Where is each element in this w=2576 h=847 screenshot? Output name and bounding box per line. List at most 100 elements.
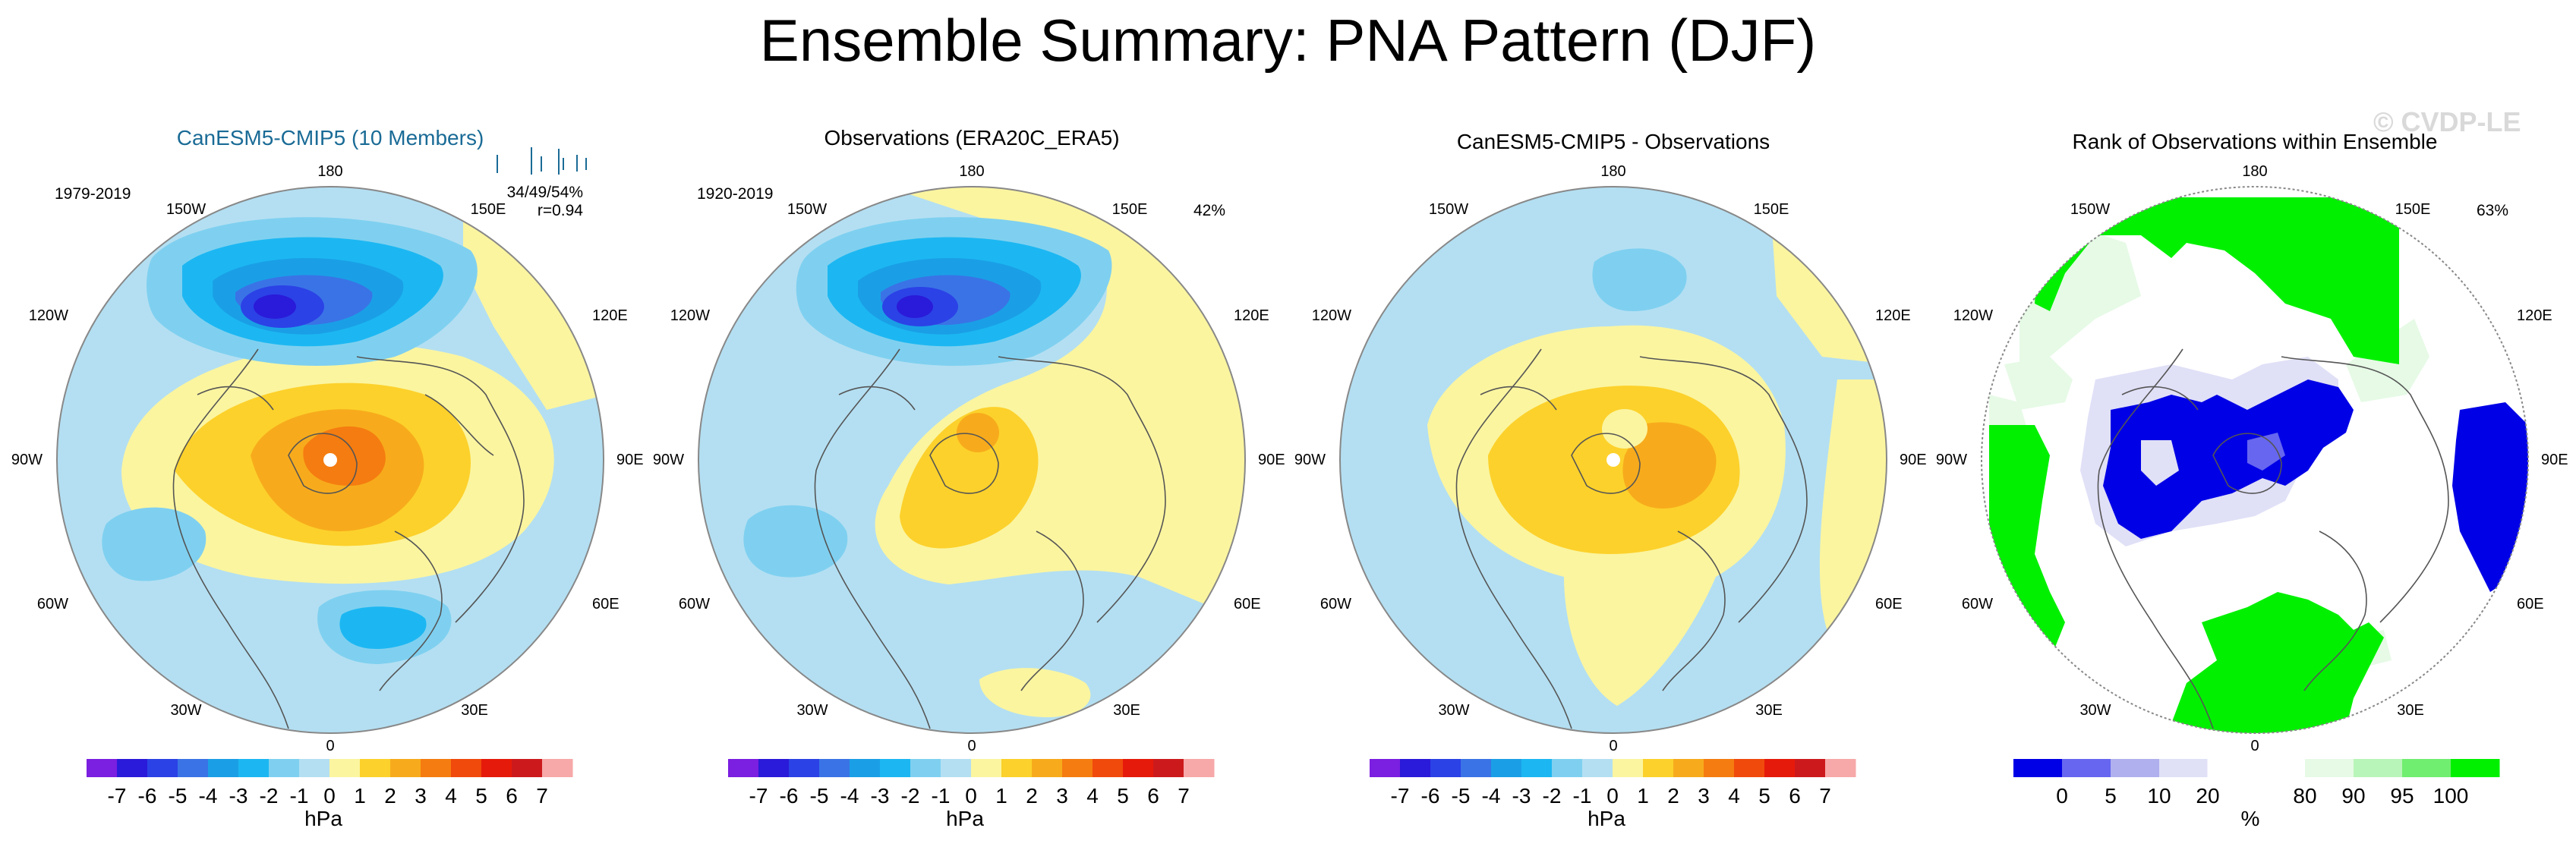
lon-label: 120E xyxy=(592,307,628,324)
colorbar-tick-label: -2 xyxy=(901,784,920,808)
colorbar-tick-label: 5 xyxy=(1758,784,1770,808)
colorbar-swatch xyxy=(1704,759,1735,777)
colorbar-tick-label: 6 xyxy=(1147,784,1159,808)
colorbar-swatch xyxy=(1764,759,1796,777)
panel-title: CanESM5-CMIP5 (10 Members) xyxy=(177,126,484,150)
map-rim xyxy=(698,186,1246,734)
lon-label: 0 xyxy=(2250,738,2259,754)
colorbar-tick-label: 1 xyxy=(354,784,366,808)
colorbar-tick-label: -2 xyxy=(1543,784,1562,808)
colorbar-swatch xyxy=(1430,759,1461,777)
lon-label: 120W xyxy=(1312,307,1351,324)
panel-title: CanESM5-CMIP5 - Observations xyxy=(1457,130,1770,153)
lon-label: 180 xyxy=(1600,163,1625,180)
colorbar-swatch xyxy=(2305,759,2354,777)
colorbar-swatch xyxy=(512,759,543,777)
colorbar: -7 -6 -5 -4 -3 -2 -1 0 1 2 3 4 5 6 7 hPa xyxy=(728,759,1215,830)
colorbar-swatch xyxy=(329,759,361,777)
colorbar-tick-label: 0 xyxy=(2056,784,2068,808)
colorbar-swatch xyxy=(1673,759,1704,777)
panel-difference: CanESM5-CMIP5 - Observations 180 150W 12… xyxy=(1294,130,1927,830)
colorbar-swatch xyxy=(758,759,790,777)
colorbar-tick-label: 5 xyxy=(2105,784,2117,808)
lon-label: 60E xyxy=(2517,596,2544,612)
colorbar-tick-label: 6 xyxy=(1789,784,1801,808)
colorbar-swatch xyxy=(2256,758,2306,778)
colorbar-swatch xyxy=(2451,759,2500,777)
colorbar-swatch xyxy=(2159,759,2209,777)
panel-model: CanESM5-CMIP5 (10 Members) 1979-2019 34/… xyxy=(11,126,644,830)
lon-label: 90W xyxy=(1936,452,1967,468)
lon-label: 150E xyxy=(2395,201,2431,218)
north-pole-marker xyxy=(1606,453,1620,467)
colorbar-tick-label: -5 xyxy=(810,784,829,808)
colorbar-tick-label: 5 xyxy=(1117,784,1129,808)
colorbar-swatch xyxy=(542,759,573,777)
colorbar-swatch xyxy=(178,759,209,777)
colorbar-tick-label: 6 xyxy=(506,784,518,808)
map-rim xyxy=(56,186,604,734)
lon-label: 0 xyxy=(1609,738,1617,754)
colorbar-tick-label: 100 xyxy=(2433,784,2469,808)
map-rim xyxy=(1981,186,2529,734)
colorbar-tick-label: -3 xyxy=(1512,784,1531,808)
colorbar-swatch xyxy=(2354,759,2403,777)
colorbar-tick-label: 10 xyxy=(2147,784,2171,808)
rank-stat: 63% xyxy=(2477,202,2508,219)
colorbar-swatch xyxy=(1093,759,1124,777)
lon-label: 60E xyxy=(1875,596,1903,612)
colorbar-tick-label: 20 xyxy=(2196,784,2219,808)
colorbar-tick-label: 3 xyxy=(1698,784,1710,808)
panel-observations: Observations (ERA20C_ERA5) 1920-2019 42% xyxy=(653,126,1285,830)
colorbar-tick-label: -1 xyxy=(290,784,309,808)
colorbar-tick-label: 2 xyxy=(1667,784,1679,808)
colorbar-tick-label: 2 xyxy=(1026,784,1038,808)
period-label: 1920-2019 xyxy=(697,185,773,203)
colorbar-swatch xyxy=(1461,759,1492,777)
lon-label: 150E xyxy=(1112,201,1148,218)
watermark: © CVDP-LE xyxy=(2373,106,2521,137)
colorbar-tick-label: -3 xyxy=(871,784,890,808)
colorbar-swatch xyxy=(850,759,881,777)
colorbar-swatch xyxy=(269,759,300,777)
colorbar-swatch xyxy=(117,759,148,777)
lon-label: 120E xyxy=(2517,307,2552,324)
lon-label: 60W xyxy=(37,596,68,612)
lon-label: 60W xyxy=(1962,596,1993,612)
lon-label: 90E xyxy=(1900,452,1927,468)
colorbar-swatch xyxy=(1400,759,1431,777)
map-field xyxy=(57,187,604,733)
colorbar-swatch xyxy=(941,759,972,777)
colorbar-swatch xyxy=(1032,759,1063,777)
lon-label: 0 xyxy=(326,738,334,754)
colorbar-tick-label: -5 xyxy=(169,784,188,808)
lon-label: 60E xyxy=(592,596,620,612)
lon-label: 120E xyxy=(1234,307,1269,324)
colorbar-tick-label: 3 xyxy=(415,784,427,808)
pattern-correlation: r=0.94 xyxy=(538,202,583,219)
colorbar-swatch xyxy=(728,759,759,777)
map-field xyxy=(1340,187,1887,733)
lon-label: 30W xyxy=(170,702,201,719)
longitude-labels: 180 150W 120W 90W 60W 30W 0 30E 60E 90E … xyxy=(1294,163,1927,754)
lon-label: 30E xyxy=(1755,702,1783,719)
lon-label: 30W xyxy=(796,702,828,719)
colorbar-tick-label: 95 xyxy=(2390,784,2414,808)
colorbar-swatch xyxy=(238,759,270,777)
colorbar-swatch xyxy=(421,759,452,777)
colorbar-swatch xyxy=(1123,759,1154,777)
map-rim xyxy=(1339,186,1887,734)
pattern-stat: 34/49/54% xyxy=(507,184,583,201)
lon-label: 150W xyxy=(2070,201,2110,218)
colorbar-swatch xyxy=(2062,759,2111,777)
colorbar-swatch xyxy=(1552,759,1583,777)
lon-label: 30W xyxy=(1438,702,1469,719)
lon-label: 180 xyxy=(317,163,342,180)
lon-label: 90E xyxy=(616,452,644,468)
colorbar-tick-label: 2 xyxy=(384,784,396,808)
colorbar-swatch xyxy=(1521,759,1553,777)
colorbar-swatch xyxy=(1613,759,1644,777)
colorbar-swatch xyxy=(880,759,911,777)
colorbar-tick-label: -6 xyxy=(1421,784,1440,808)
